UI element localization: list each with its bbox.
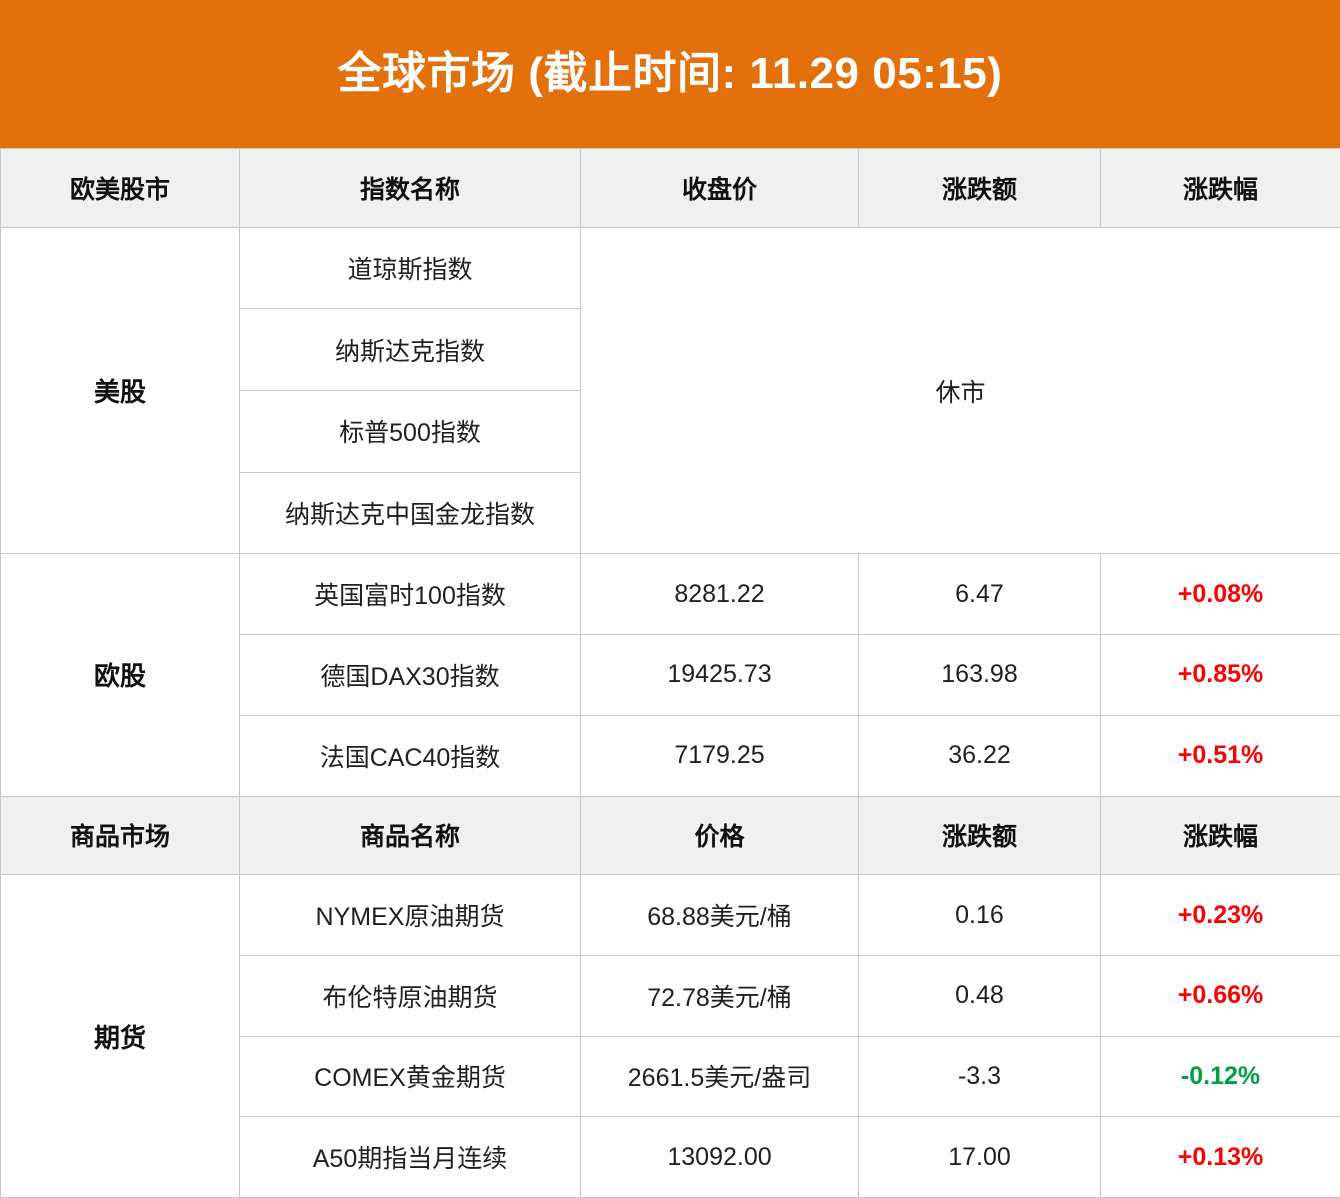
commodity-header-row: 商品市场 商品名称 价格 涨跌额 涨跌幅 — [0, 795, 1340, 876]
commodity-change-a50-futures: 17.00 — [858, 1116, 1101, 1198]
commodity-change-brent-crude: 0.48 — [858, 954, 1101, 1037]
commodity-price-comex-gold: 2661.5美元/盎司 — [580, 1035, 859, 1118]
commodity-price-nymex-crude: 68.88美元/桶 — [580, 874, 859, 956]
index-pct-dax30: +0.85% — [1100, 634, 1340, 716]
us-market-closed-status: 休市 — [580, 226, 1340, 555]
commodity-name-a50-futures: A50期指当月连续 — [239, 1116, 581, 1198]
index-pct-ftse100: +0.08% — [1100, 553, 1340, 636]
commodity-header-price: 价格 — [580, 795, 859, 876]
commodity-pct-brent-crude: +0.66% — [1100, 954, 1340, 1037]
index-name-ftse100: 英国富时100指数 — [239, 553, 581, 636]
commodity-pct-comex-gold: -0.12% — [1100, 1035, 1340, 1118]
index-change-ftse100: 6.47 — [858, 553, 1101, 636]
title-banner: 全球市场 (截止时间: 11.29 05:15) — [0, 0, 1340, 148]
index-change-dax30: 163.98 — [858, 634, 1101, 716]
commodity-pct-nymex-crude: +0.23% — [1100, 874, 1340, 956]
commodity-name-comex-gold: COMEX黄金期货 — [239, 1035, 581, 1118]
stocks-header-price: 收盘价 — [580, 148, 859, 228]
index-name-nasdaq: 纳斯达克指数 — [239, 308, 581, 392]
table-row: 布伦特原油期货 72.78美元/桶 0.48 +0.66% — [1, 954, 1340, 1037]
index-name-cac40: 法国CAC40指数 — [239, 714, 581, 797]
commodity-name-brent-crude: 布伦特原油期货 — [239, 954, 581, 1037]
table-row: 纳斯达克中国金龙指数 — [1, 471, 1340, 555]
table-row: COMEX黄金期货 2661.5美元/盎司 -3.3 -0.12% — [1, 1035, 1340, 1118]
index-change-cac40: 36.22 — [858, 714, 1101, 797]
commodity-change-comex-gold: -3.3 — [858, 1035, 1101, 1118]
index-name-nasdaq-golden-dragon: 纳斯达克中国金龙指数 — [239, 471, 581, 555]
global-market-table: 欧美股市 指数名称 收盘价 涨跌额 涨跌幅 美股 道琼斯指数 休市 纳斯达克指数… — [0, 148, 1340, 1198]
commodity-price-a50-futures: 13092.00 — [580, 1116, 859, 1198]
stocks-header-group: 欧美股市 — [0, 148, 240, 228]
commodity-header-group: 商品市场 — [0, 795, 240, 876]
group-label-us-stocks: 美股 — [0, 226, 240, 555]
table-row: 纳斯达克指数 — [1, 308, 1340, 392]
table-row: 标普500指数 — [1, 390, 1340, 473]
commodity-header-name: 商品名称 — [239, 795, 581, 876]
stocks-header-change: 涨跌额 — [858, 148, 1101, 228]
page-title: 全球市场 (截止时间: 11.29 05:15) — [337, 49, 1003, 98]
commodity-header-change: 涨跌额 — [858, 795, 1101, 876]
index-price-dax30: 19425.73 — [580, 634, 859, 716]
commodity-pct-a50-futures: +0.13% — [1100, 1116, 1340, 1198]
table-row: 欧股 英国富时100指数 8281.22 6.47 +0.08% — [0, 553, 1340, 797]
table-row: 法国CAC40指数 7179.25 36.22 +0.51% — [1, 714, 1340, 797]
stocks-header-row: 欧美股市 指数名称 收盘价 涨跌额 涨跌幅 — [0, 148, 1340, 228]
index-name-dax30: 德国DAX30指数 — [239, 634, 581, 716]
index-name-sp500: 标普500指数 — [239, 390, 581, 473]
table-row: A50期指当月连续 13092.00 17.00 +0.13% — [1, 1116, 1340, 1198]
commodity-price-brent-crude: 72.78美元/桶 — [580, 954, 859, 1037]
index-name-dow: 道琼斯指数 — [239, 226, 581, 310]
stocks-header-name: 指数名称 — [239, 148, 581, 228]
index-pct-cac40: +0.51% — [1100, 714, 1340, 797]
group-label-futures: 期货 — [0, 874, 240, 1198]
commodity-header-pct: 涨跌幅 — [1100, 795, 1340, 876]
table-row: 期货 NYMEX原油期货 68.88美元/桶 0.16 +0.23% — [0, 874, 1340, 1198]
commodity-name-nymex-crude: NYMEX原油期货 — [239, 874, 581, 956]
index-price-cac40: 7179.25 — [580, 714, 859, 797]
index-price-ftse100: 8281.22 — [580, 553, 859, 636]
commodity-change-nymex-crude: 0.16 — [858, 874, 1101, 956]
group-label-eu-stocks: 欧股 — [0, 553, 240, 797]
stocks-header-pct: 涨跌幅 — [1100, 148, 1340, 228]
table-row: 美股 道琼斯指数 休市 — [0, 226, 1340, 555]
